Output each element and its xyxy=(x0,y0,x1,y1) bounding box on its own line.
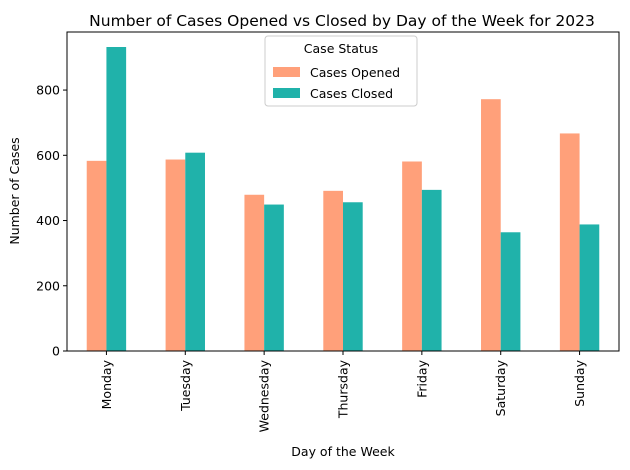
bar-cases-closed-monday xyxy=(106,47,127,351)
y-tick-label: 800 xyxy=(36,83,60,98)
legend-swatch-cases-closed xyxy=(273,88,300,98)
bar-cases-closed-tuesday xyxy=(185,152,205,351)
x-tick-label-monday: Monday xyxy=(99,359,114,409)
x-tick-label-saturday: Saturday xyxy=(493,359,508,416)
y-axis: 0 200 400 600 800 xyxy=(36,83,67,359)
bar-cases-closed-friday xyxy=(421,189,442,351)
bar-cases-opened-sunday xyxy=(559,133,580,351)
y-axis-label: Number of Cases xyxy=(7,137,22,244)
plot-area xyxy=(66,31,620,352)
legend-label-cases-opened: Cases Opened xyxy=(310,65,400,80)
x-axis: Monday Tuesday Wednesday Thursday Friday Satu… xyxy=(99,351,587,432)
x-tick-label-wednesday: Wednesday xyxy=(257,359,272,432)
bar-cases-opened-friday xyxy=(402,161,422,351)
bar-cases-opened-monday xyxy=(86,160,107,351)
y-tick-label: 600 xyxy=(36,148,60,163)
y-tick-label: 400 xyxy=(36,213,60,228)
legend-swatch-cases-opened xyxy=(273,67,300,77)
bar-cases-opened-tuesday xyxy=(165,159,186,351)
x-tick-label-thursday: Thursday xyxy=(336,359,351,419)
bar-cases-opened-saturday xyxy=(481,99,501,351)
chart-title: Number of Cases Opened vs Closed by Day … xyxy=(89,12,595,30)
legend-label-cases-closed: Cases Closed xyxy=(310,86,393,101)
bar-cases-closed-wednesday xyxy=(264,204,284,351)
bars xyxy=(86,47,600,351)
y-tick-label: 0 xyxy=(52,344,60,359)
x-tick-label-sunday: Sunday xyxy=(572,359,587,406)
x-tick-label-tuesday: Tuesday xyxy=(178,359,193,411)
x-axis-label: Day of the Week xyxy=(291,444,395,459)
x-tick-label-friday: Friday xyxy=(414,359,429,397)
bar-cases-closed-thursday xyxy=(343,202,363,351)
bar-cases-closed-sunday xyxy=(579,224,600,351)
bar-cases-opened-thursday xyxy=(323,190,343,351)
legend: Case Status Cases Opened Cases Closed xyxy=(264,35,418,107)
bar-cases-closed-saturday xyxy=(500,232,521,351)
bar-cases-opened-wednesday xyxy=(244,194,265,351)
legend-title: Case Status xyxy=(304,41,378,56)
y-tick-label: 200 xyxy=(36,278,60,293)
legend-box xyxy=(264,35,418,107)
